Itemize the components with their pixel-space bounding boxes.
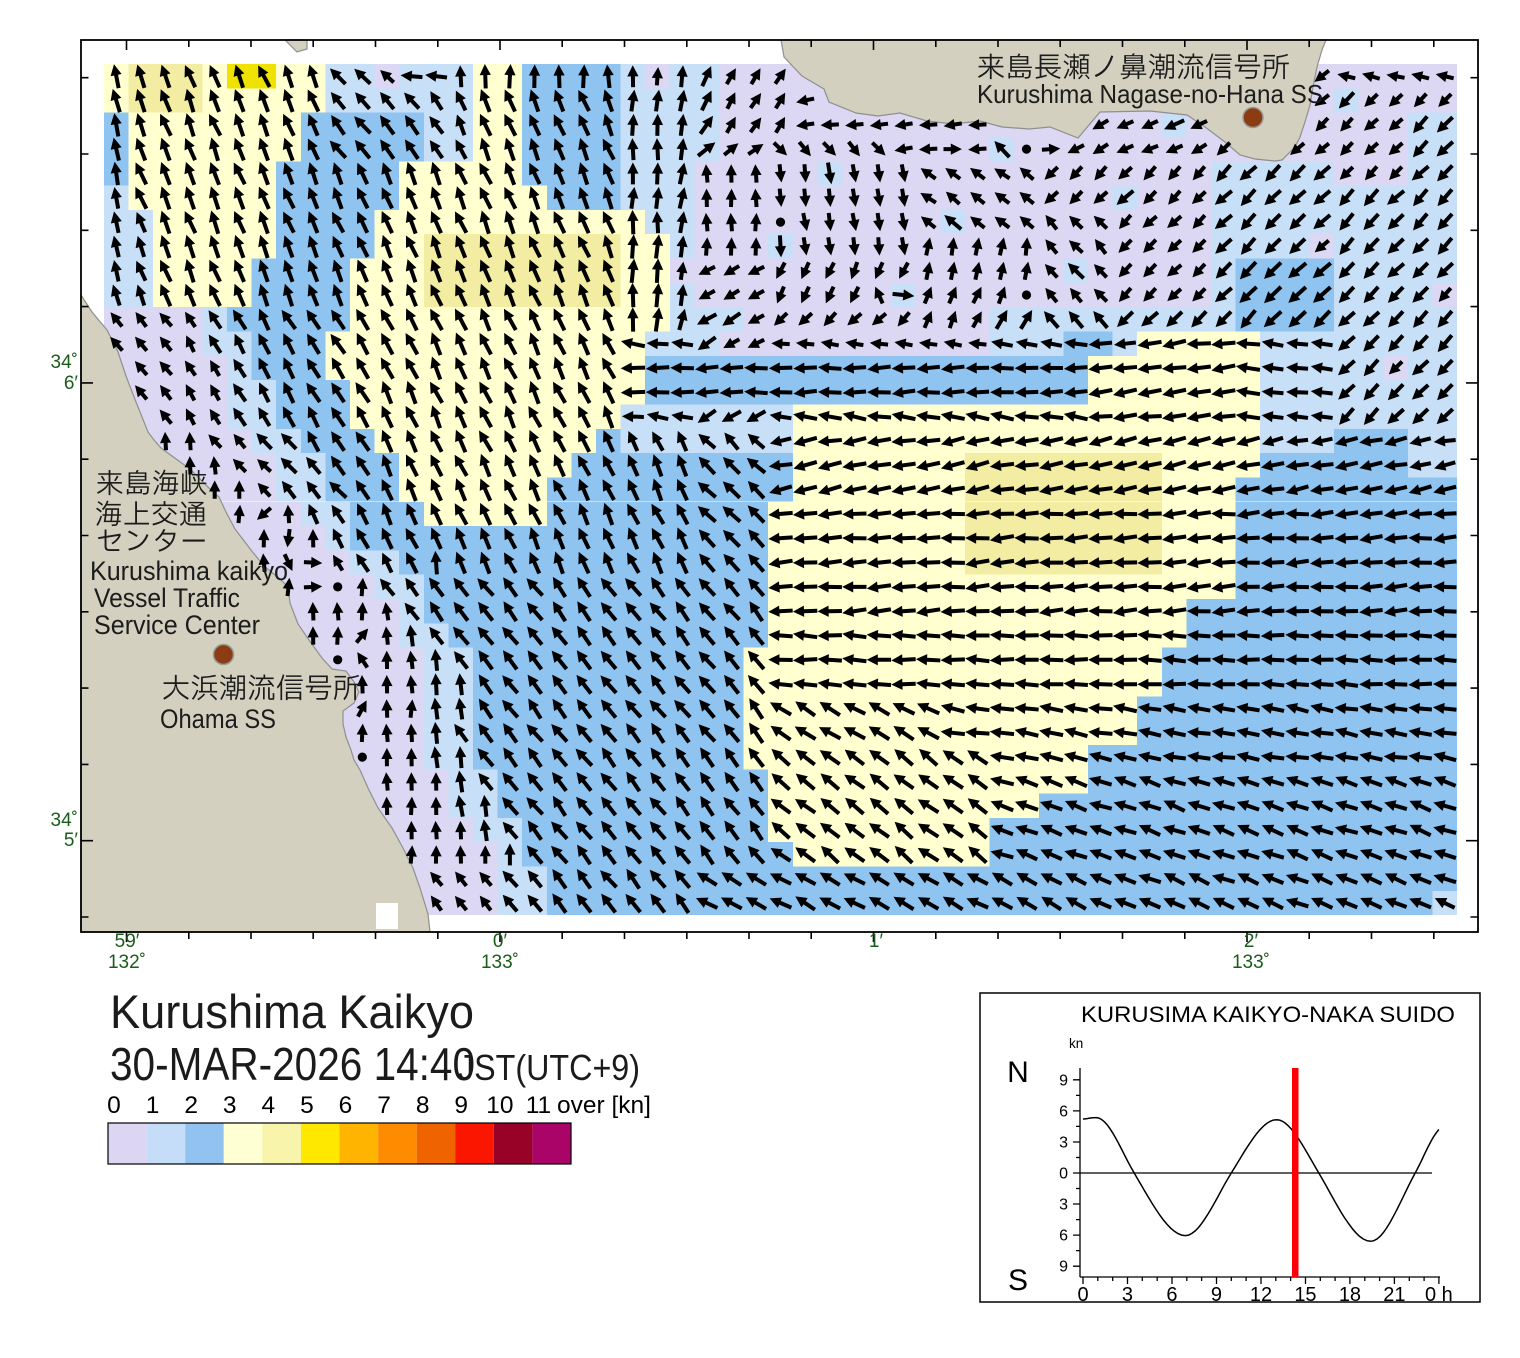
svg-text:0: 0 xyxy=(107,1092,121,1119)
svg-text:Service Center: Service Center xyxy=(94,610,260,640)
svg-text:133˚: 133˚ xyxy=(481,952,519,973)
svg-text:3: 3 xyxy=(1059,1134,1068,1151)
svg-text:Vessel Traffic: Vessel Traffic xyxy=(94,583,240,613)
svg-text:over [kn]: over [kn] xyxy=(557,1092,651,1119)
svg-text:Ohama SS: Ohama SS xyxy=(160,704,276,734)
svg-text:12: 12 xyxy=(1250,1284,1272,1306)
svg-text:5′: 5′ xyxy=(64,830,79,851)
svg-text:0: 0 xyxy=(1059,1166,1068,1183)
svg-text:Kurushima Nagase-no-Hana SS: Kurushima Nagase-no-Hana SS xyxy=(977,79,1323,109)
svg-text:1: 1 xyxy=(146,1092,160,1119)
svg-text:Kurushima kaikyo: Kurushima kaikyo xyxy=(90,556,288,586)
svg-text:2: 2 xyxy=(184,1092,198,1119)
svg-text:9: 9 xyxy=(1211,1284,1222,1306)
svg-text:kn: kn xyxy=(1069,1036,1083,1051)
svg-text:133˚: 133˚ xyxy=(1232,952,1270,973)
svg-text:7: 7 xyxy=(377,1092,391,1119)
svg-text:N: N xyxy=(1007,1056,1029,1089)
svg-text:2′: 2′ xyxy=(1244,931,1259,952)
svg-text:59′: 59′ xyxy=(115,931,140,952)
svg-text:8: 8 xyxy=(416,1092,430,1119)
svg-text:6: 6 xyxy=(1059,1228,1068,1245)
svg-text:0′: 0′ xyxy=(493,931,508,952)
svg-text:3: 3 xyxy=(223,1092,237,1119)
svg-text:1′: 1′ xyxy=(869,931,884,952)
svg-text:34˚: 34˚ xyxy=(51,810,78,831)
svg-text:6: 6 xyxy=(1166,1284,1177,1306)
svg-text:18: 18 xyxy=(1339,1284,1361,1306)
svg-text:9: 9 xyxy=(1059,1072,1068,1089)
svg-text:3: 3 xyxy=(1122,1284,1133,1306)
svg-text:30-MAR-2026 14:40: 30-MAR-2026 14:40 xyxy=(110,1038,475,1090)
svg-text:132˚: 132˚ xyxy=(108,952,146,973)
svg-text:5: 5 xyxy=(300,1092,314,1119)
svg-text:0: 0 xyxy=(1077,1284,1088,1306)
svg-text:15: 15 xyxy=(1294,1284,1316,1306)
svg-text:34˚: 34˚ xyxy=(51,352,78,373)
svg-text:Kurushima Kaikyo: Kurushima Kaikyo xyxy=(110,985,474,1038)
svg-text:6′: 6′ xyxy=(64,373,79,394)
svg-text:0 h: 0 h xyxy=(1425,1284,1453,1306)
svg-text:11: 11 xyxy=(526,1092,551,1119)
svg-text:21: 21 xyxy=(1383,1284,1405,1306)
svg-text:JST(UTC+9): JST(UTC+9) xyxy=(458,1047,640,1088)
svg-text:KURUSIMA KAIKYO-NAKA SUIDO: KURUSIMA KAIKYO-NAKA SUIDO xyxy=(1081,1002,1455,1027)
svg-text:4: 4 xyxy=(262,1092,276,1119)
svg-text:3: 3 xyxy=(1059,1197,1068,1214)
svg-text:10: 10 xyxy=(486,1092,513,1119)
svg-text:S: S xyxy=(1008,1264,1028,1297)
svg-text:9: 9 xyxy=(1059,1259,1068,1276)
svg-text:9: 9 xyxy=(454,1092,468,1119)
svg-text:6: 6 xyxy=(339,1092,353,1119)
svg-text:6: 6 xyxy=(1059,1103,1068,1120)
